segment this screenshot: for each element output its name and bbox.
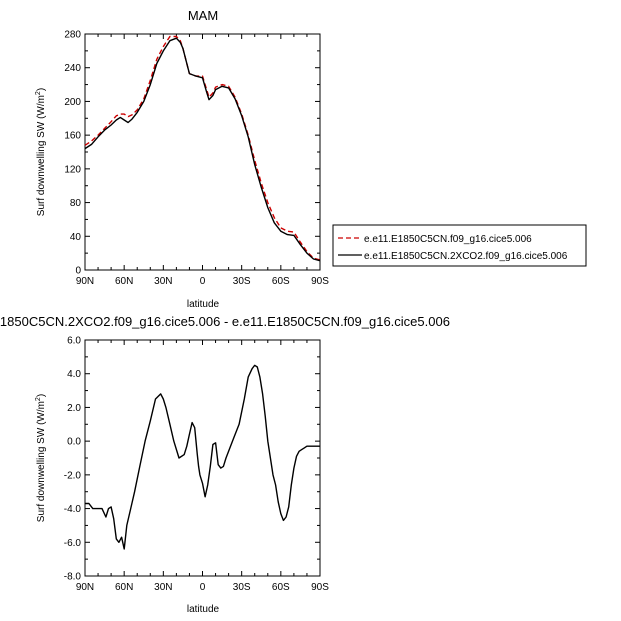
bottom-x-axis-label: latitude — [187, 604, 220, 615]
top-x-tick-label-0: 90N — [76, 276, 94, 287]
top-x-tick-label-6: 90S — [311, 276, 329, 287]
bottom-x-tick-label-0: 90N — [76, 582, 94, 593]
legend-label-control: e.e11.E1850C5CN.f09_g16.cice5.006 — [364, 234, 532, 245]
bottom-y-tick-label-2: -4.0 — [64, 504, 82, 515]
bottom-y-tick-label-5: 2.0 — [67, 403, 81, 414]
top-x-axis-label: latitude — [187, 299, 220, 310]
top-x-tick-label-3: 0 — [200, 276, 206, 287]
bottom-x-tick-label-6: 90S — [311, 582, 329, 593]
top-y-tick-label-3: 120 — [64, 164, 81, 175]
top-y-tick-label-0: 0 — [75, 266, 81, 277]
top-y-tick-label-5: 200 — [64, 97, 81, 108]
bottom-x-tick-label-5: 60S — [272, 582, 290, 593]
top-plot-frame — [84, 33, 321, 271]
bottom-x-tick-label-4: 30S — [233, 582, 251, 593]
top-x-tick-label-1: 60N — [115, 276, 133, 287]
bottom-x-tick-label-1: 60N — [115, 582, 133, 593]
top-series-line-1 — [84, 37, 321, 262]
top-y-tick-label-2: 80 — [70, 198, 82, 209]
top-x-tick-label-4: 30S — [233, 276, 251, 287]
top-y-tick-label-1: 40 — [70, 232, 82, 243]
top-y-axis-label-sup: 2 — [35, 91, 42, 95]
top-x-tick-label-2: 30N — [154, 276, 172, 287]
bottom-series — [85, 364, 320, 550]
bottom-axis-ticks: 90N 60N 30N 0 30S 60S 90S -8.0 -6.0 -4.0 -2.0 0.0 2.… — [64, 336, 329, 594]
top-y-axis-label: Surf downwelling SW (W/m2) — [35, 88, 47, 216]
bottom-y-tick-label-4: 0.0 — [67, 437, 81, 448]
top-y-axis-label-close: ) — [36, 88, 47, 91]
legend: e.e11.E1850C5CN.f09_g16.cice5.006 e.e11.… — [332, 224, 587, 267]
bottom-x-tick-label-3: 0 — [200, 582, 206, 593]
bottom-y-tick-label-0: -8.0 — [64, 572, 82, 583]
bottom-y-tick-label-6: 4.0 — [67, 369, 81, 380]
top-axis-ticks: 90N 60N 30N 0 30S 60S 90S 0 40 80 120 160 200 240 280 — [64, 30, 329, 288]
bottom-y-tick-label-1: -6.0 — [64, 538, 82, 549]
bottom-panel: e.e11.E1850C5CN.2XCO2.f09_g16.cice5.006 … — [0, 314, 450, 615]
bottom-y-axis-label-main: Surf downwelling SW (W/m — [36, 401, 47, 522]
top-y-axis-label-main: Surf downwelling SW (W/m — [36, 95, 47, 216]
bottom-x-tick-label-2: 30N — [154, 582, 172, 593]
top-x-tick-label-5: 60S — [272, 276, 290, 287]
top-y-tick-label-6: 240 — [64, 63, 81, 74]
top-y-tick-label-4: 160 — [64, 131, 81, 142]
legend-box — [332, 224, 587, 267]
top-panel: MAM 90N 60N 30N 0 30S 60S 90S 0 40 80 120 160 200 240… — [35, 8, 587, 310]
top-chart-title: MAM — [188, 8, 218, 23]
bottom-y-tick-label-3: -2.0 — [64, 470, 82, 481]
legend-label-2xco2: e.e11.E1850C5CN.2XCO2.f09_g16.cice5.006 — [364, 251, 568, 262]
bottom-y-axis-label-close: ) — [36, 394, 47, 397]
bottom-y-axis-label-sup: 2 — [35, 397, 42, 401]
bottom-y-axis-label: Surf downwelling SW (W/m2) — [35, 394, 47, 522]
top-series — [84, 35, 321, 262]
bottom-y-tick-label-7: 6.0 — [67, 336, 81, 347]
top-series-line-0 — [84, 35, 321, 261]
bottom-series-line-0 — [85, 364, 320, 550]
bottom-chart-title: e.e11.E1850C5CN.2XCO2.f09_g16.cice5.006 … — [0, 314, 450, 329]
top-y-tick-label-7: 280 — [64, 30, 81, 41]
